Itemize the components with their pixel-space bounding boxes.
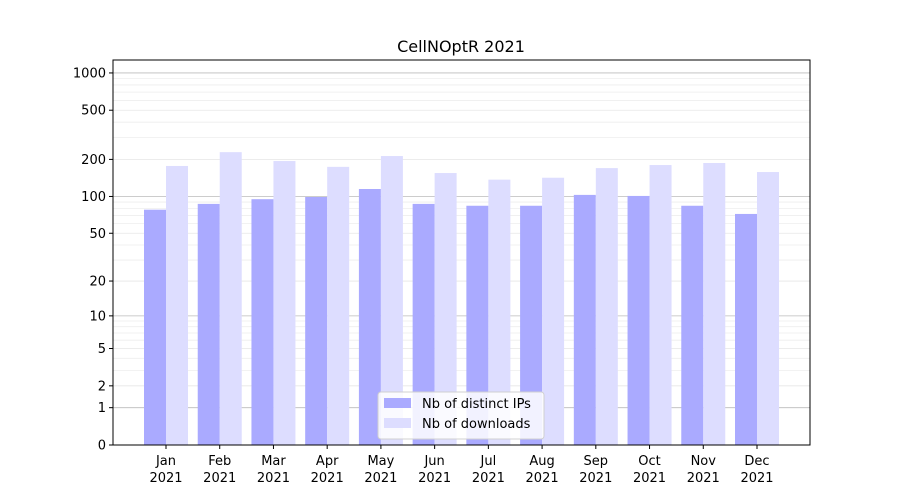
chart-title: CellNOptR 2021 [397, 37, 525, 56]
bar-downloads-apr [327, 166, 350, 445]
x-tick-label-month: Jul [480, 454, 497, 469]
bar-downloads-oct [649, 165, 672, 445]
bar-distinct-ips-jan [144, 209, 166, 445]
y-tick-label: 1 [98, 401, 106, 416]
legend-swatch [384, 418, 411, 428]
y-tick-label: 10 [89, 309, 106, 324]
x-tick-label-year: 2021 [364, 471, 397, 486]
x-tick-label-month: Jan [155, 454, 176, 469]
y-tick-label: 1000 [73, 66, 106, 81]
bar-distinct-ips-may [358, 189, 381, 445]
legend-label: Nb of distinct IPs [422, 397, 531, 412]
x-tick-label-year: 2021 [633, 471, 666, 486]
bar-distinct-ips-jun [412, 203, 435, 445]
legend-box [377, 391, 545, 440]
bar-downloads-jul [488, 179, 511, 445]
x-tick-label-month: Apr [316, 454, 339, 469]
y-tick-label: 20 [89, 275, 106, 290]
bar-distinct-ips-nov [681, 205, 704, 445]
x-tick-label-month: Oct [638, 454, 660, 469]
y-tick-label: 5 [98, 342, 106, 357]
y-tick-label: 500 [81, 104, 106, 119]
y-tick-label: 2 [98, 379, 106, 394]
bar-downloads-dec [757, 172, 779, 445]
legend-label: Nb of downloads [422, 417, 531, 432]
legend: Nb of distinct IPs Nb of downloads [377, 391, 545, 440]
x-tick-label-month: Dec [744, 454, 769, 469]
bar-downloads-feb [219, 152, 242, 445]
bar-downloads-jan [166, 165, 188, 445]
x-tick-label-year: 2021 [740, 471, 773, 486]
bar-distinct-ips-sep [573, 194, 596, 445]
y-tick-label: 100 [81, 190, 106, 205]
x-tick-label-year: 2021 [418, 471, 451, 486]
bar-downloads-sep [595, 168, 618, 446]
x-tick-label-year: 2021 [203, 471, 236, 486]
x-tick-label-year: 2021 [579, 471, 612, 486]
x-tick-label-year: 2021 [311, 471, 344, 486]
bar-downloads-jun [434, 173, 457, 445]
x-tick-label-year: 2021 [526, 471, 559, 486]
bar-downloads-nov [703, 163, 726, 445]
y-tick-label: 0 [98, 439, 106, 454]
x-tick-label-year: 2021 [472, 471, 505, 486]
x-tick-label-year: 2021 [257, 471, 290, 486]
x-tick-label-year: 2021 [149, 471, 182, 486]
x-tick-label-month: Mar [261, 454, 286, 469]
bar-distinct-ips-mar [251, 199, 274, 445]
bar-downloads-aug [542, 177, 565, 445]
bar-distinct-ips-feb [197, 203, 220, 445]
bar-distinct-ips-dec [735, 213, 757, 445]
y-tick-label: 200 [81, 153, 106, 168]
x-tick-label-year: 2021 [687, 471, 720, 486]
x-tick-label-month: Aug [529, 454, 554, 469]
bar-distinct-ips-apr [305, 197, 328, 445]
bar-distinct-ips-aug [520, 205, 543, 445]
bar-distinct-ips-jul [466, 205, 489, 445]
bar-downloads-mar [273, 161, 296, 445]
x-tick-label-month: Feb [208, 454, 231, 469]
plot-frame [112, 59, 811, 446]
bar-downloads-may [380, 156, 403, 445]
x-tick-label-month: Sep [584, 454, 609, 469]
x-tick-label-month: Jun [423, 454, 444, 469]
x-tick-label-month: Nov [691, 454, 717, 469]
y-tick-label: 50 [89, 227, 106, 242]
legend-swatch [384, 398, 411, 408]
x-tick-label-month: May [367, 454, 394, 469]
bar-distinct-ips-oct [627, 195, 650, 445]
